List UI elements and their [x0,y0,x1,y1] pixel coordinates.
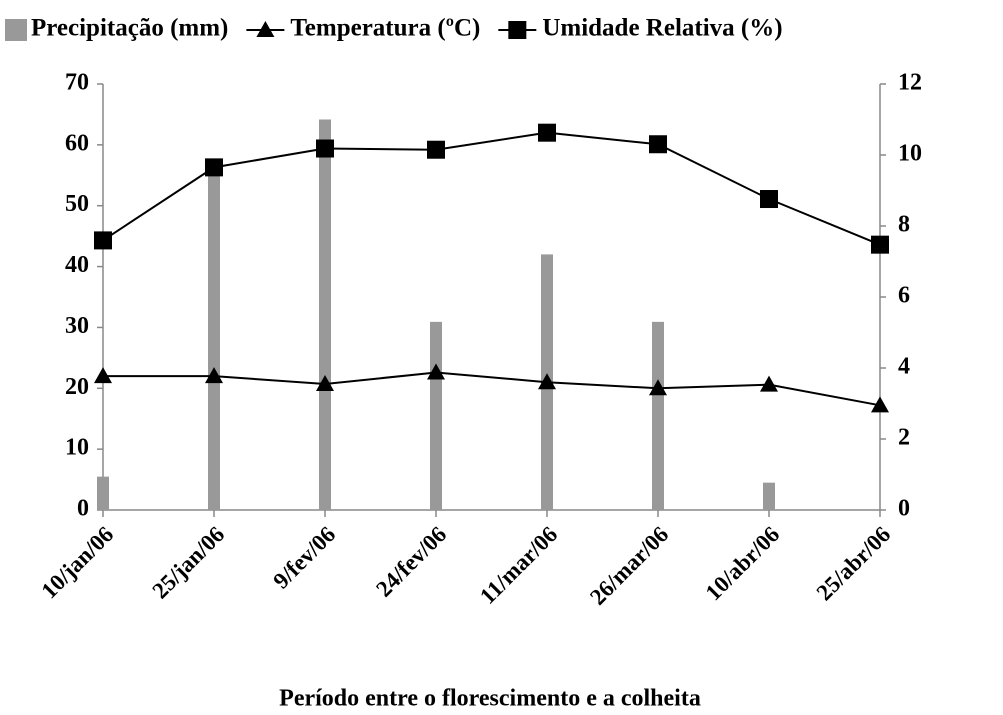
y-tick-label: 20 [65,374,89,400]
point [94,367,112,384]
x-tick-label: 26/mar/06 [585,522,673,610]
y2-tick-label: 4 [898,354,910,380]
x-tick-label: 10/jan/06 [36,522,118,604]
bar [319,119,331,510]
y-tick-label: 10 [65,435,89,461]
point [760,375,778,392]
point [538,373,556,390]
line [102,131,881,246]
y-tick-label: 50 [65,191,89,217]
x-tick-label: 25/abr/06 [812,522,896,606]
legend-label: Precipitação (mm) [31,15,228,42]
point [316,139,334,158]
bar [652,321,664,510]
point [427,363,445,380]
point [316,375,334,392]
point [760,190,778,209]
x-tick-label: 25/jan/06 [147,522,229,604]
line [103,371,881,407]
y2-tick-label: 10 [898,141,922,167]
point [427,140,445,159]
y2-tick-label: 0 [898,496,910,522]
point [538,123,556,142]
y2-tick-label: 6 [898,283,910,309]
legend-label: Umidade Relativa (%) [542,15,782,42]
point [205,367,223,384]
y-tick-label: 60 [65,130,89,156]
bar [97,476,109,510]
y2-tick-label: 12 [898,70,922,96]
y-tick-label: 40 [65,252,89,278]
bar [763,482,775,510]
legend-swatch [5,19,27,41]
bar [208,169,220,510]
point [205,158,223,177]
x-axis-title: Período entre o florescimento e a colhei… [279,686,701,712]
x-tick-label: 10/abr/06 [701,522,785,606]
legend-marker [256,21,275,37]
y-tick-label: 30 [65,313,89,339]
x-tick-label: 24/fev/06 [371,522,451,602]
y2-tick-label: 2 [898,425,910,451]
y2-tick-label: 8 [898,212,910,238]
legend-label: Temperatura (ºC) [290,15,480,42]
y-tick-label: 0 [77,496,89,522]
x-tick-label: 11/mar/06 [475,522,562,609]
y-tick-label: 70 [65,70,89,96]
point [871,235,889,254]
legend-marker [508,21,527,39]
point [649,135,667,154]
x-tick-label: 9/fev/06 [268,522,340,594]
bar [430,321,442,510]
point [871,396,889,413]
point [649,379,667,396]
point [94,231,112,250]
